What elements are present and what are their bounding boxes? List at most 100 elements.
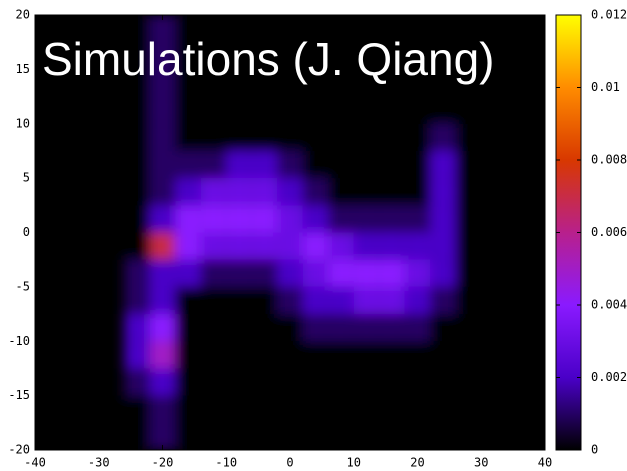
y-tick-label: 0 (23, 225, 30, 239)
colorbar-tick-label: 0.012 (591, 8, 627, 22)
heatmap-cell (302, 395, 329, 423)
heatmap-cell (353, 178, 380, 206)
heatmap-cell (379, 341, 405, 369)
heatmap-cell (404, 232, 431, 260)
heatmap-cell (430, 42, 456, 70)
heatmap-cell (302, 42, 329, 70)
heatmap-cell (200, 395, 227, 423)
heatmap-cell (328, 205, 354, 233)
heatmap-cell (353, 314, 380, 342)
x-tick-label: -30 (88, 456, 110, 470)
heatmap-cell (328, 286, 354, 315)
heatmap-cell (302, 286, 329, 315)
heatmap-cell (277, 232, 303, 260)
heatmap-cell (149, 42, 176, 70)
heatmap-cell (124, 368, 150, 396)
heatmap-cell (353, 341, 380, 369)
heatmap-cell (175, 123, 201, 151)
colorbar-tick-label: 0.01 (591, 80, 620, 94)
heatmap (124, 15, 482, 450)
heatmap-cell (149, 232, 176, 260)
x-tick-label: 20 (410, 456, 424, 470)
x-tick-label: 40 (538, 456, 552, 470)
heatmap-cell (226, 96, 252, 124)
heatmap-cell (226, 150, 252, 179)
heatmap-cell (200, 69, 227, 97)
heatmap-cell (277, 42, 303, 70)
heatmap-cell (430, 314, 456, 342)
chart-title: Simulations (J. Qiang) (42, 33, 495, 85)
heatmap-cell (124, 232, 150, 260)
heatmap-cell (200, 123, 227, 151)
heatmap-cell (455, 42, 482, 70)
heatmap-cell (302, 15, 329, 43)
heatmap-cell (379, 232, 405, 260)
heatmap-cell (175, 259, 201, 287)
heatmap-cell (302, 96, 329, 124)
heatmap-cell (200, 314, 227, 342)
heatmap-cell (226, 368, 252, 396)
heatmap-cell (328, 368, 354, 396)
heatmap-cell (328, 150, 354, 179)
heatmap-cell (124, 178, 150, 206)
heatmap-cell (404, 150, 431, 179)
heatmap-cell (455, 232, 482, 260)
heatmap-cell (124, 123, 150, 151)
heatmap-cell (455, 205, 482, 233)
heatmap-cell (124, 286, 150, 315)
heatmap-cell (251, 150, 278, 179)
heatmap-cell (430, 123, 456, 151)
heatmap-cell (430, 178, 456, 206)
heatmap-cell (175, 150, 201, 179)
heatmap-cell (251, 314, 278, 342)
heatmap-cell (200, 150, 227, 179)
heatmap-cell (353, 205, 380, 233)
heatmap-cell (277, 96, 303, 124)
heatmap-cell (251, 368, 278, 396)
heatmap-cell (430, 205, 456, 233)
colorbar-tick-label: 0.008 (591, 153, 627, 167)
heatmap-cell (226, 232, 252, 260)
heatmap-cell (200, 205, 227, 233)
heatmap-cell (200, 232, 227, 260)
heatmap-cell (149, 178, 176, 206)
heatmap-cell (149, 368, 176, 396)
y-tick-label: 15 (16, 62, 30, 76)
heatmap-cell (226, 178, 252, 206)
heatmap-cell (404, 368, 431, 396)
heatmap-cell (455, 178, 482, 206)
heatmap-cell (200, 178, 227, 206)
heatmap-cell (455, 259, 482, 287)
heatmap-cell (328, 96, 354, 124)
heatmap-cell (175, 69, 201, 97)
colorbar-tick-label: 0.006 (591, 225, 627, 239)
heatmap-cell (404, 96, 431, 124)
heatmap-cell (226, 314, 252, 342)
heatmap-cell (379, 286, 405, 315)
heatmap-cell (302, 368, 329, 396)
heatmap-cell (124, 15, 150, 43)
heatmap-cell (251, 232, 278, 260)
y-tick-label: -15 (8, 388, 30, 402)
heatmap-cell (226, 42, 252, 70)
heatmap-cell (379, 395, 405, 423)
heatmap-cell (200, 259, 227, 287)
heatmap-cell (404, 69, 431, 97)
heatmap-cell (379, 178, 405, 206)
heatmap-cell (328, 42, 354, 70)
heatmap-cell (226, 69, 252, 97)
heatmap-cell (455, 341, 482, 369)
heatmap-cell (200, 341, 227, 369)
heatmap-cell (328, 123, 354, 151)
heatmap-cell (277, 205, 303, 233)
colorbar-tick-label: 0.002 (591, 370, 627, 384)
heatmap-cell (353, 259, 380, 287)
y-tick-label: 20 (16, 8, 30, 22)
heatmap-cell (149, 96, 176, 124)
heatmap-cell (404, 341, 431, 369)
heatmap-cell (302, 178, 329, 206)
heatmap-cell (277, 341, 303, 369)
y-tick-label: -20 (8, 443, 30, 457)
heatmap-cell (149, 259, 176, 287)
heatmap-cell (430, 69, 456, 97)
